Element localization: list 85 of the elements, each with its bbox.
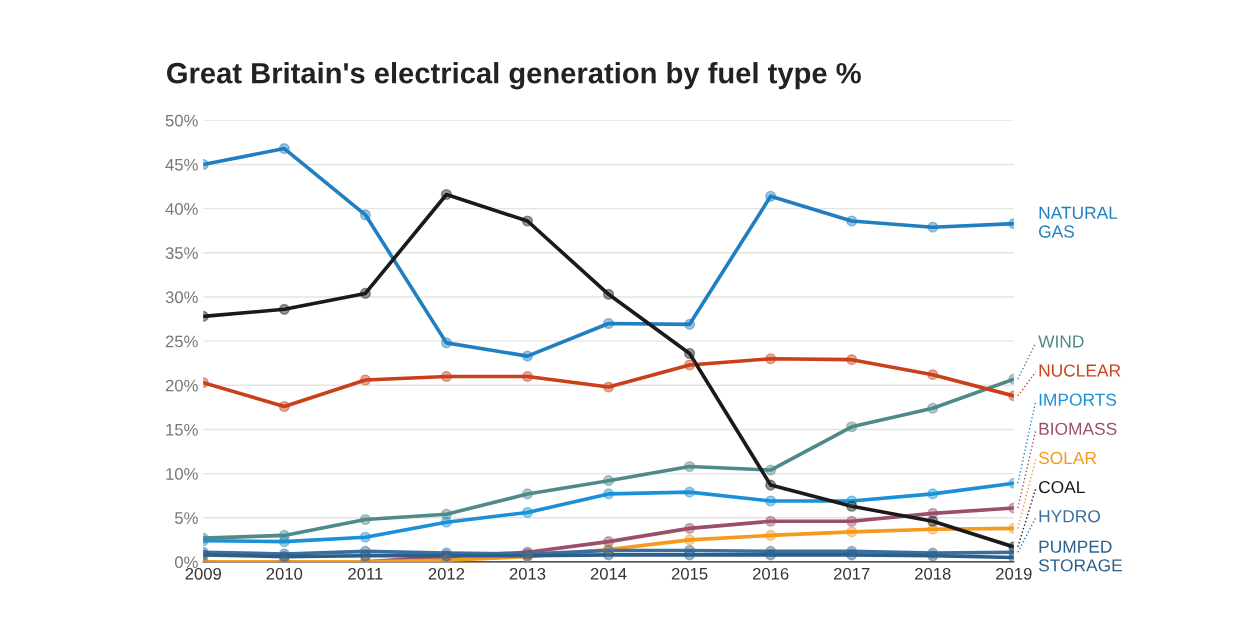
point: [440, 188, 452, 201]
point: [359, 374, 371, 386]
series-label: NUCLEAR: [1039, 364, 1121, 377]
y-tick-label: 10%: [166, 468, 198, 480]
text: IMPORTS: [1039, 393, 1117, 406]
point: [927, 369, 939, 381]
point: [440, 337, 452, 349]
text: SOLAR: [1038, 451, 1097, 465]
series-label: PUMPED STORAGE: [1038, 540, 1122, 572]
point: [846, 215, 858, 227]
y-tick-label: 5%: [174, 512, 198, 524]
y-tick-label: 15%: [166, 423, 198, 436]
point: [765, 190, 777, 202]
point: [521, 370, 534, 383]
point: [359, 287, 371, 299]
point: [521, 350, 534, 362]
point: [684, 347, 696, 360]
x-tick-label: 2018: [915, 567, 951, 580]
point: [927, 515, 939, 527]
y-tick-label: 30%: [165, 291, 198, 304]
x-tick-label: 2009: [185, 567, 222, 580]
point: [359, 209, 371, 221]
x-tick-label: 2017: [834, 567, 870, 580]
point: [846, 354, 858, 366]
point: [765, 353, 777, 365]
point: [927, 402, 939, 414]
y-tick-label: 20%: [165, 379, 198, 392]
point: [846, 500, 858, 512]
x-tick-label: 2011: [348, 567, 383, 580]
point: [684, 318, 696, 330]
point: [602, 288, 615, 300]
point: [521, 506, 534, 519]
series-label: NATURAL GAS: [1039, 206, 1118, 238]
point: [765, 549, 777, 561]
y-tick-label: 35%: [165, 247, 198, 259]
point: [846, 421, 858, 433]
point: [521, 215, 534, 227]
text: WIND: [1038, 335, 1084, 348]
point: [765, 529, 777, 541]
point: [684, 359, 696, 371]
point: [684, 486, 696, 498]
series-label: HYDRO: [1039, 510, 1100, 523]
point: [927, 488, 939, 500]
y-tick-label: 45%: [165, 158, 198, 171]
point: [440, 370, 452, 383]
x-tick-label: 2012: [428, 567, 465, 580]
point: [278, 303, 290, 315]
y-tick-label: 25%: [165, 335, 198, 348]
point: [359, 513, 371, 526]
y-tick-label: 0%: [174, 556, 198, 569]
point: [602, 488, 615, 500]
text: COAL: [1039, 480, 1085, 494]
point: [440, 516, 452, 528]
y-tick-label: 50%: [165, 114, 198, 127]
point: [927, 221, 939, 233]
point: [765, 495, 777, 507]
x-tick-label: 2019: [996, 567, 1032, 580]
point: [684, 534, 696, 546]
point: [602, 475, 615, 487]
point: [278, 400, 290, 413]
chart-title: Great Britain's electrical generation by fuel type %: [167, 62, 861, 90]
point: [765, 479, 777, 491]
point: [359, 531, 371, 543]
x-tick-label: 2013: [509, 567, 546, 580]
point: [684, 460, 696, 473]
x-tick-label: 2016: [752, 567, 789, 580]
point: [684, 549, 696, 561]
point: [602, 317, 615, 330]
y-tick-label: 40%: [165, 203, 198, 215]
point: [684, 522, 696, 534]
point: [846, 526, 858, 538]
point: [602, 549, 615, 561]
point: [846, 515, 858, 527]
point: [765, 464, 777, 476]
point: [278, 143, 290, 155]
point: [278, 536, 290, 548]
point: [846, 549, 858, 561]
text: BIOMASS: [1039, 422, 1117, 435]
point: [765, 515, 777, 527]
point: [521, 488, 534, 500]
x-tick-label: 2014: [590, 567, 627, 580]
point: [602, 381, 615, 393]
x-tick-label: 2015: [671, 567, 708, 580]
point: [359, 550, 371, 562]
x-tick-label: 2010: [266, 567, 303, 580]
